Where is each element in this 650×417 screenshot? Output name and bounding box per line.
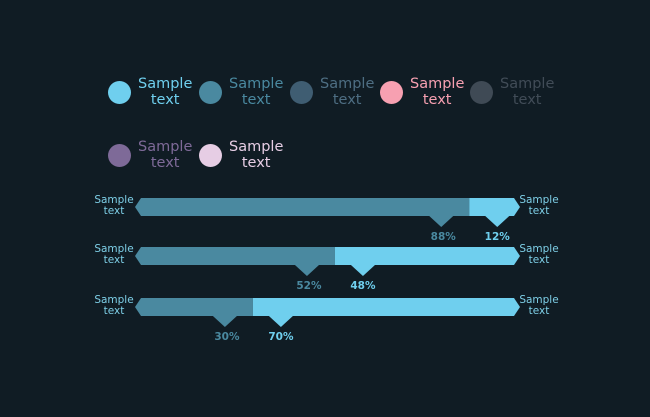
row-left-label: Sample text [94, 294, 134, 317]
bar-left-cap [135, 247, 141, 265]
bar-segment-dark [141, 298, 253, 316]
legend: Sample text Sample text Sample text Samp… [0, 0, 650, 180]
bar-right-cap [514, 198, 520, 216]
data-label-light: 70% [268, 331, 294, 343]
bar-pointer-dark [212, 316, 237, 327]
legend-item: Sample text [199, 139, 283, 171]
row-right-label: Sample text [519, 243, 559, 266]
data-label-light: 48% [350, 280, 376, 292]
legend-swatch [108, 143, 131, 167]
data-label-light: 12% [485, 231, 511, 243]
legend-swatch [199, 80, 222, 104]
bar-segment-dark [141, 247, 335, 265]
bar-left-cap [135, 198, 141, 216]
row-left-label: Sample text [94, 194, 134, 217]
data-label-dark: 88% [431, 231, 457, 243]
row-left-label: Sample text [94, 243, 134, 266]
bar-pointer-light [485, 216, 510, 227]
legend-label: Sample text [138, 76, 193, 108]
legend-label: Sample text [410, 76, 465, 108]
legend-swatch [290, 80, 313, 104]
bar-right-cap [514, 298, 520, 316]
legend-item: Sample text [470, 76, 554, 108]
legend-item: Sample text [380, 76, 464, 108]
bar-segment-light [469, 198, 514, 216]
row-right-label: Sample text [519, 194, 559, 217]
legend-label: Sample text [500, 76, 555, 108]
data-label-dark: 52% [296, 280, 322, 292]
bar-segment-light [252, 298, 514, 316]
legend-item: Sample text [108, 139, 192, 171]
legend-swatch [470, 80, 493, 104]
legend-item: Sample text [290, 76, 374, 108]
bar-segment-light [334, 247, 514, 265]
bar-left-cap [135, 298, 141, 316]
bar-pointer-dark [429, 216, 454, 227]
legend-label: Sample text [229, 139, 284, 171]
legend-swatch [380, 80, 403, 104]
data-label-dark: 30% [214, 331, 240, 343]
bar-right-cap [514, 247, 520, 265]
legend-swatch [199, 143, 222, 167]
legend-item: Sample text [199, 76, 283, 108]
legend-label: Sample text [229, 76, 284, 108]
row-right-label: Sample text [519, 294, 559, 317]
legend-label: Sample text [320, 76, 375, 108]
bar-pointer-light [268, 316, 293, 327]
bar-pointer-light [350, 265, 375, 276]
legend-swatch [108, 80, 131, 104]
bar-pointer-dark [294, 265, 319, 276]
legend-label: Sample text [138, 139, 193, 171]
legend-item: Sample text [108, 76, 192, 108]
bar-segment-dark [141, 198, 470, 216]
